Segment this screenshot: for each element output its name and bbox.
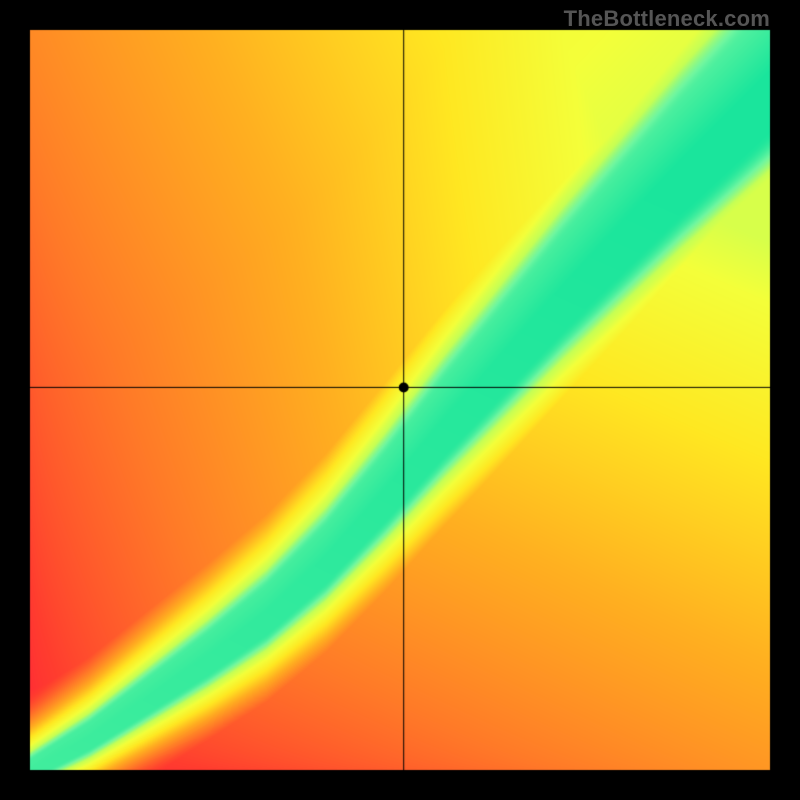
chart-container: { "watermark": { "text": "TheBottleneck.…: [0, 0, 800, 800]
heatmap-canvas: [0, 0, 800, 800]
watermark-text: TheBottleneck.com: [564, 6, 770, 32]
